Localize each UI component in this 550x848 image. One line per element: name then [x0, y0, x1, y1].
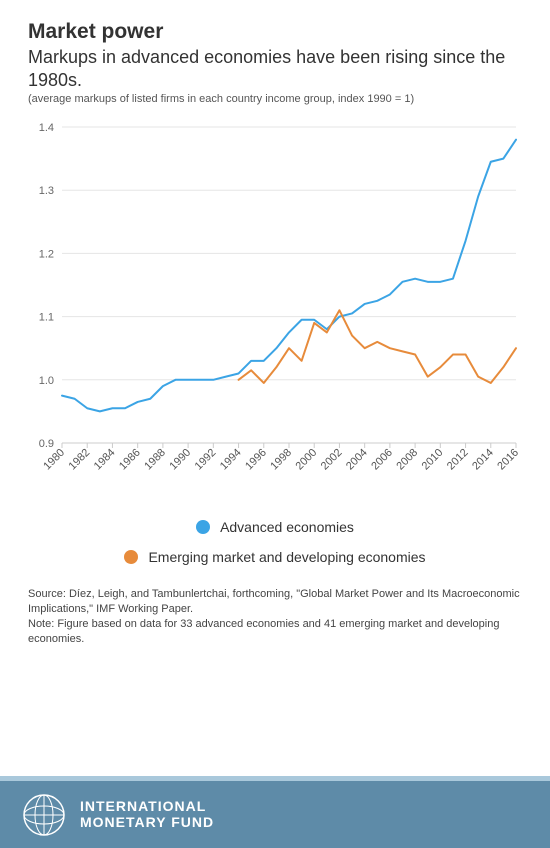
- note-text: Note: Figure based on data for 33 advanc…: [28, 617, 522, 647]
- footer-line1: INTERNATIONAL: [80, 799, 214, 814]
- svg-text:2010: 2010: [420, 447, 446, 473]
- svg-text:1988: 1988: [142, 447, 168, 473]
- source-note: Source: Díez, Leigh, and Tambunlertchai,…: [28, 587, 522, 646]
- series-advanced: [62, 140, 516, 412]
- legend: Advanced economies Emerging market and de…: [28, 519, 522, 565]
- svg-text:2006: 2006: [369, 447, 395, 473]
- legend-item: Advanced economies: [196, 519, 354, 535]
- chart-title: Market power: [28, 20, 522, 44]
- svg-text:1.0: 1.0: [39, 375, 54, 387]
- svg-text:1982: 1982: [67, 447, 93, 473]
- imf-logo-icon: [22, 793, 66, 837]
- svg-text:2016: 2016: [495, 447, 521, 473]
- legend-item: Emerging market and developing economies: [124, 549, 425, 565]
- svg-text:1994: 1994: [218, 447, 244, 473]
- source-text: Source: Díez, Leigh, and Tambunlertchai,…: [28, 587, 522, 617]
- svg-text:1990: 1990: [167, 447, 193, 473]
- footer-line2: MONETARY FUND: [80, 815, 214, 830]
- svg-text:1.1: 1.1: [39, 312, 54, 324]
- content-area: Market power Markups in advanced economi…: [0, 0, 550, 776]
- footer-bar: INTERNATIONAL MONETARY FUND: [0, 776, 550, 848]
- legend-label: Advanced economies: [220, 519, 354, 535]
- svg-text:2004: 2004: [344, 447, 370, 473]
- svg-text:1986: 1986: [117, 447, 143, 473]
- chart-svg: 0.91.01.11.21.31.41980198219841986198819…: [28, 119, 522, 499]
- legend-swatch: [124, 550, 138, 564]
- series-emerging: [239, 310, 516, 383]
- svg-text:1980: 1980: [41, 447, 67, 473]
- legend-label: Emerging market and developing economies: [148, 549, 425, 565]
- svg-text:1998: 1998: [268, 447, 294, 473]
- legend-swatch: [196, 520, 210, 534]
- svg-text:2008: 2008: [394, 447, 420, 473]
- svg-text:2014: 2014: [470, 447, 496, 473]
- svg-text:2002: 2002: [319, 447, 345, 473]
- footer-org-name: INTERNATIONAL MONETARY FUND: [80, 799, 214, 830]
- svg-text:1984: 1984: [92, 447, 118, 473]
- svg-text:1996: 1996: [243, 447, 269, 473]
- chart-subtitle: Markups in advanced economies have been …: [28, 46, 522, 91]
- svg-text:1.2: 1.2: [39, 248, 54, 260]
- svg-text:1992: 1992: [193, 447, 219, 473]
- svg-text:1.3: 1.3: [39, 185, 54, 197]
- svg-text:2012: 2012: [445, 447, 471, 473]
- svg-text:2000: 2000: [294, 447, 320, 473]
- line-chart: 0.91.01.11.21.31.41980198219841986198819…: [28, 119, 522, 499]
- chart-description: (average markups of listed firms in each…: [28, 93, 522, 105]
- page-root: Market power Markups in advanced economi…: [0, 0, 550, 848]
- svg-text:0.9: 0.9: [39, 438, 54, 450]
- svg-text:1.4: 1.4: [39, 122, 54, 134]
